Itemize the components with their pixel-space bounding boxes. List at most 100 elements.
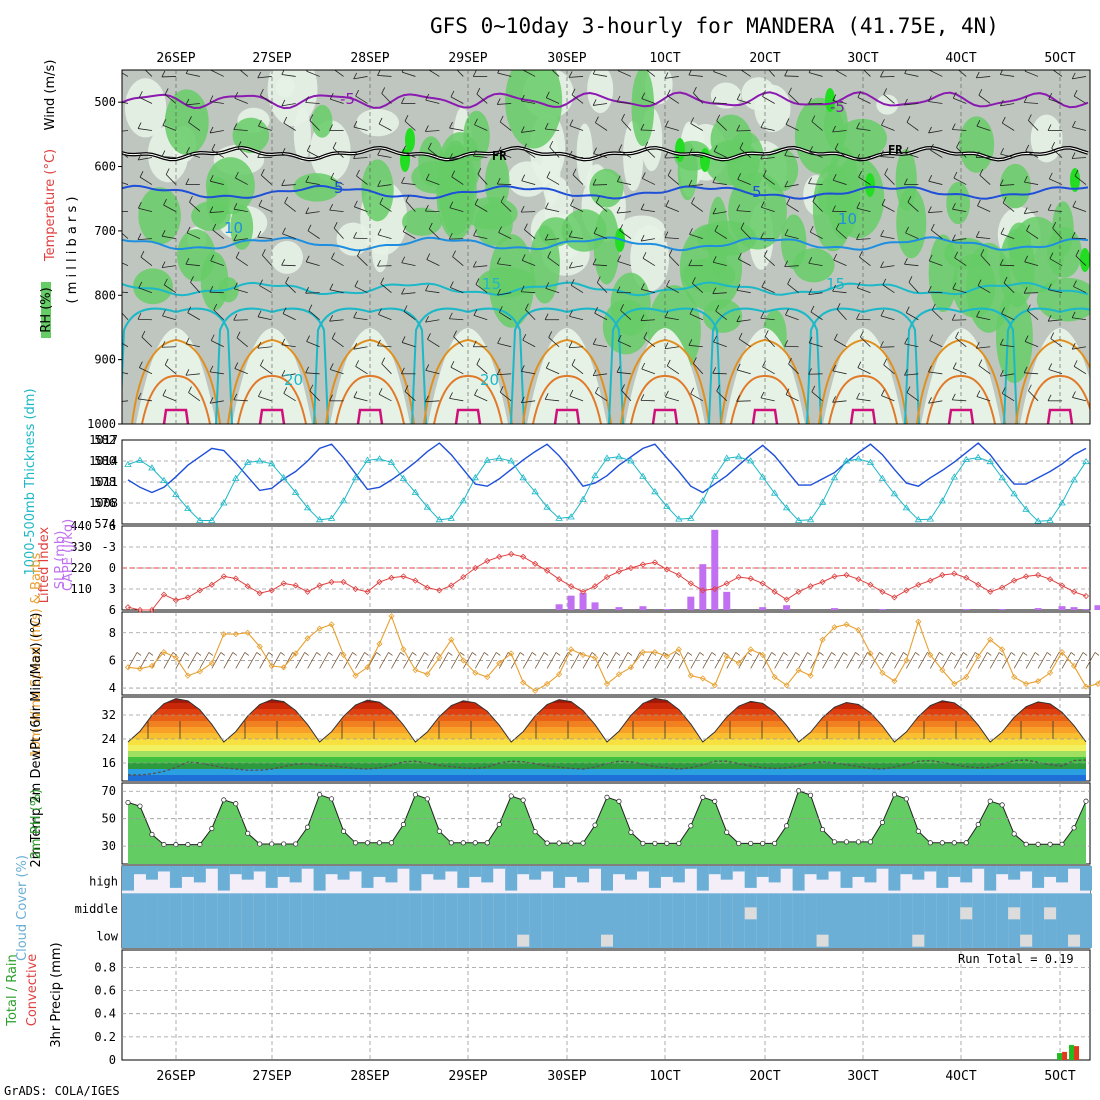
wind-barb	[354, 206, 368, 212]
wind-speed-point	[651, 649, 658, 656]
wind-barb	[785, 314, 799, 321]
wind-barb	[953, 177, 967, 185]
wind-barb-feather	[329, 124, 333, 131]
wind-barb	[549, 146, 560, 158]
rh-point	[329, 796, 335, 802]
cloud-high-bar	[529, 866, 542, 880]
wind-barb	[425, 130, 440, 132]
wind-barb	[904, 373, 919, 376]
rh-point	[975, 821, 981, 828]
rh-point	[796, 788, 802, 794]
rh-saturated-region	[825, 88, 835, 112]
wind-barb	[309, 390, 320, 402]
cloud-high-bar	[900, 866, 913, 875]
wind-barb	[164, 284, 177, 294]
wind-barb-feather	[595, 386, 599, 394]
wind-barb-feather	[975, 71, 980, 79]
pressure-axis-title: ( m i l l i b a r s )	[65, 197, 80, 304]
y-tick-label: 576	[94, 496, 116, 510]
y-tick-label: -3	[102, 540, 116, 554]
wind-speed-point	[316, 625, 323, 632]
wind-barb-feather	[883, 358, 888, 365]
rh-point	[496, 821, 502, 828]
wind-barb-feather	[953, 171, 958, 179]
wind-barb	[668, 255, 680, 266]
temp-axis-title: 2m Temp 2m DewPt (6hr Min/Max) (°C)	[29, 613, 44, 868]
y-tick-label: 0	[109, 1053, 116, 1067]
wind-barb-10m	[606, 652, 617, 669]
wind-barb-feather	[736, 204, 741, 211]
rh-point	[305, 824, 311, 830]
cloud-high-bar	[445, 866, 458, 872]
cross-section-border	[121, 69, 1091, 425]
slp-point	[998, 474, 1006, 481]
wind-barb-feather	[281, 338, 286, 345]
lifted-index-point	[568, 583, 575, 590]
wind-barb	[401, 182, 416, 185]
wind-barb-feather	[690, 117, 695, 124]
wind-barb	[307, 150, 320, 158]
rh-point	[987, 798, 993, 804]
cloud-level-label: low	[96, 929, 118, 943]
wind-barb	[497, 292, 512, 296]
wind-barb	[616, 211, 631, 214]
wind-barb-feather	[401, 70, 404, 73]
wind-barb-feather	[1028, 384, 1032, 391]
y-tick-label: 30	[102, 839, 116, 853]
wind-barb	[812, 201, 823, 212]
wind-barb-feather	[951, 393, 956, 401]
rh-point	[760, 840, 766, 846]
wind-speed-point	[460, 657, 467, 664]
wind-barb-10m	[403, 652, 413, 669]
cloud-high-bar	[122, 866, 134, 891]
wind-barb-feather	[1052, 222, 1057, 229]
wind-barb	[640, 319, 655, 322]
wind-barb-feather	[137, 122, 142, 129]
wind-barb-feather	[737, 252, 742, 260]
slp-point	[651, 488, 659, 495]
y-tick-label: 3	[109, 582, 116, 596]
isotherm-30	[730, 374, 800, 424]
wind-barb	[569, 395, 584, 402]
cape-bar	[579, 592, 587, 610]
precip-border	[121, 949, 1091, 1061]
wind-barb-feather	[212, 223, 217, 231]
y-tick-label: 8	[109, 626, 116, 640]
wind-barb	[1028, 390, 1039, 402]
lifted-index-point	[675, 571, 682, 579]
wind-barb	[1048, 319, 1063, 322]
wind-barb	[161, 265, 176, 269]
wind-barb-feather	[928, 126, 932, 134]
wind-barb	[906, 312, 919, 321]
rh-point	[472, 840, 478, 846]
wind-barb	[329, 289, 344, 294]
wind-barb	[762, 366, 775, 375]
wind-barb-feather	[523, 70, 524, 71]
wind-barb	[162, 395, 177, 402]
cloud-midlow-bar	[984, 893, 997, 948]
cape-bar	[567, 595, 575, 610]
cloud-gap	[1020, 934, 1033, 947]
cloud-midlow-bar	[337, 893, 350, 948]
wind-barb-10m-feather	[148, 652, 154, 656]
wind-barb	[309, 120, 320, 131]
wind-barb-10m-feather	[879, 652, 884, 656]
slp-point	[627, 457, 635, 464]
wind-barb-feather	[161, 230, 166, 237]
wind-barb	[1003, 282, 1015, 293]
wind-speed-point	[136, 665, 144, 672]
wind-barb	[497, 72, 512, 77]
wind-barb	[713, 151, 727, 158]
wind-barb	[377, 234, 392, 240]
wind-barb-feather	[712, 367, 717, 374]
wind-barb	[979, 174, 991, 185]
wind-barb	[689, 313, 703, 321]
wind-barb-feather	[571, 358, 576, 366]
date-label-top: 5OCT	[1044, 51, 1075, 66]
rh-point	[963, 840, 969, 846]
cloud-high-bar	[660, 866, 673, 877]
wind-barb	[641, 98, 656, 104]
cloud-high-bar	[469, 866, 482, 877]
rh-moist-region	[707, 196, 729, 279]
